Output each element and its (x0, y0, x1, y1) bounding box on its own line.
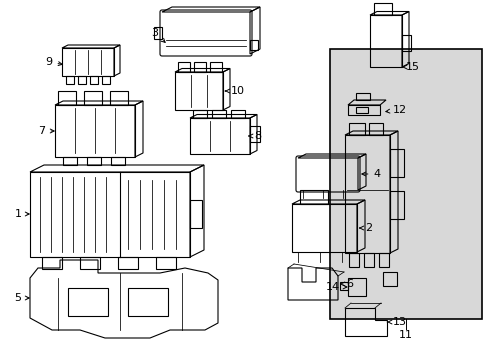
Text: 5: 5 (15, 293, 29, 303)
Bar (348, 253, 358, 267)
Bar (55, 105, 135, 157)
Bar (347, 105, 379, 115)
Bar (80, 257, 100, 269)
Bar (230, 110, 244, 118)
Bar (118, 257, 138, 269)
Bar (156, 257, 176, 269)
Bar (345, 135, 389, 253)
Bar (212, 110, 225, 118)
Bar (401, 35, 410, 51)
Text: 2: 2 (359, 223, 372, 233)
Bar (368, 123, 382, 135)
Bar (339, 282, 347, 290)
Bar (363, 253, 373, 267)
Bar (382, 272, 396, 286)
Text: 10: 10 (225, 86, 244, 96)
Text: 13: 13 (386, 317, 406, 327)
Text: 8: 8 (248, 131, 261, 141)
Text: 11: 11 (398, 330, 412, 339)
Text: 7: 7 (39, 126, 54, 136)
Bar (209, 62, 222, 72)
Bar (190, 200, 202, 228)
Bar (249, 126, 260, 142)
Bar (110, 91, 128, 105)
Bar (348, 123, 364, 135)
Text: 9: 9 (45, 57, 62, 67)
Text: 1: 1 (15, 209, 29, 219)
Bar (249, 40, 258, 50)
Bar (111, 157, 125, 165)
Text: 6: 6 (340, 279, 353, 289)
Bar (68, 288, 108, 316)
Bar (299, 190, 327, 204)
Bar (190, 118, 249, 154)
Bar (369, 15, 401, 67)
Bar (291, 204, 356, 252)
Bar (178, 62, 190, 72)
Bar (373, 3, 391, 15)
Bar (329, 49, 481, 319)
Bar (389, 149, 403, 177)
Text: 14: 14 (325, 282, 346, 292)
Bar (355, 107, 367, 113)
Bar (389, 191, 403, 219)
Bar (58, 91, 76, 105)
Bar (128, 288, 168, 316)
Bar (194, 62, 205, 72)
Bar (42, 257, 62, 269)
Bar (347, 278, 365, 296)
Bar (87, 157, 101, 165)
Bar (78, 76, 86, 84)
Text: 15: 15 (402, 62, 419, 72)
Bar (66, 76, 74, 84)
Bar (102, 76, 110, 84)
Bar (62, 48, 114, 76)
Bar (63, 157, 77, 165)
Text: 4: 4 (361, 169, 380, 179)
Bar (90, 76, 98, 84)
Bar (154, 27, 162, 39)
Bar (193, 110, 206, 118)
Bar (30, 172, 190, 257)
Bar (84, 91, 102, 105)
Bar (175, 72, 223, 110)
Bar (378, 253, 388, 267)
Text: 3: 3 (151, 28, 165, 42)
Text: 12: 12 (385, 105, 406, 115)
